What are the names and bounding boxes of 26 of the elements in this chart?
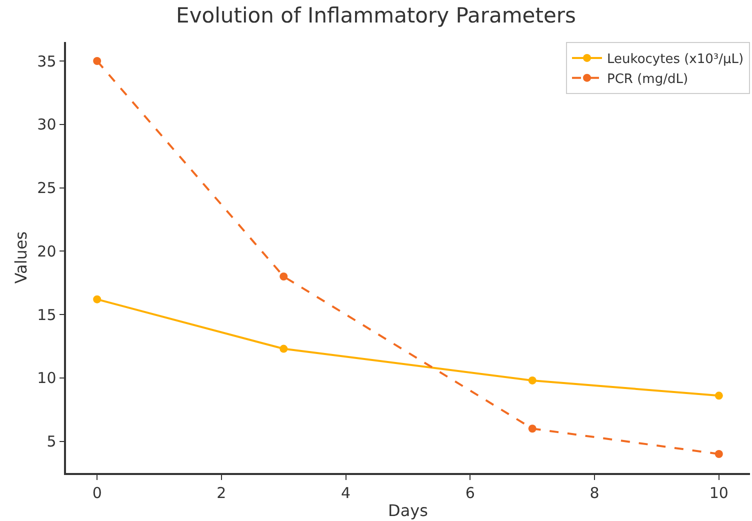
y-tick-label: 5	[46, 432, 56, 451]
y-tick-label: 15	[37, 306, 56, 324]
legend-label: PCR (mg/dL)	[607, 72, 688, 87]
y-tick-label: 35	[37, 52, 56, 70]
point	[714, 450, 723, 458]
point	[93, 57, 102, 66]
y-tick-label: 10	[37, 369, 56, 388]
x-tick-label: 0	[92, 484, 102, 502]
x-axis-title: Days	[388, 500, 428, 520]
y-tick-label: 30	[37, 116, 56, 134]
x-tick-label: 2	[216, 484, 226, 502]
point	[93, 295, 102, 304]
point	[280, 344, 288, 353]
x-tick-label: 6	[465, 484, 475, 502]
point	[714, 392, 723, 400]
y-axis-title: Values	[12, 231, 31, 284]
legend-label: Leukocytes (x10³/µL)	[607, 52, 744, 68]
y-tick-label: 25	[37, 179, 56, 198]
point	[528, 376, 536, 384]
x-tick-label: 4	[341, 484, 351, 502]
point	[528, 424, 536, 433]
x-tick-label: 8	[590, 484, 600, 502]
point	[280, 272, 288, 281]
chart-title: Evolution of Inflammatory Parameters	[176, 4, 576, 28]
y-tick-label: 20	[37, 242, 56, 260]
x-tick-label: 10	[709, 484, 728, 502]
